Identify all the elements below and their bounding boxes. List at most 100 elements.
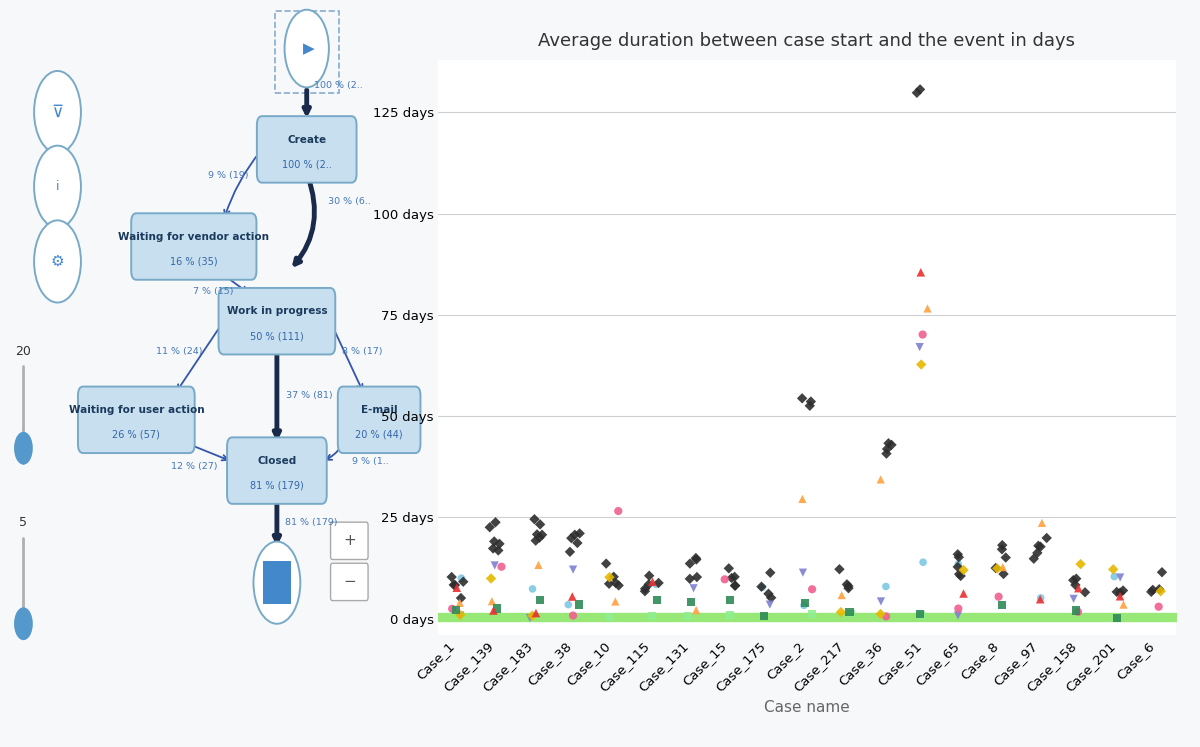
Point — [1028, 540, 1048, 552]
Point — [1150, 583, 1169, 595]
Point — [686, 552, 706, 564]
Point — [911, 84, 930, 96]
Point — [755, 610, 774, 622]
Text: 81 % (179): 81 % (179) — [284, 518, 337, 527]
Point — [678, 610, 697, 622]
Point — [484, 604, 503, 616]
Point — [725, 571, 744, 583]
Point — [482, 595, 502, 607]
Point — [1111, 586, 1130, 598]
Text: ⊽: ⊽ — [52, 103, 64, 121]
Text: 16 % (35): 16 % (35) — [170, 256, 217, 267]
Point — [490, 538, 509, 550]
Text: 50 % (111): 50 % (111) — [250, 331, 304, 341]
Point — [528, 528, 547, 540]
Point — [454, 576, 473, 588]
Point — [451, 592, 470, 604]
Point — [610, 580, 629, 592]
Point — [564, 610, 583, 622]
Point — [726, 580, 745, 592]
Point — [444, 579, 463, 591]
Circle shape — [284, 10, 329, 87]
Point — [1151, 585, 1170, 597]
X-axis label: Case name: Case name — [764, 699, 850, 715]
Bar — [275, 11, 338, 93]
Point — [451, 609, 470, 621]
Text: 11 % (24): 11 % (24) — [156, 347, 202, 356]
Text: 9 % (1..: 9 % (1.. — [353, 457, 389, 466]
Point — [485, 536, 504, 548]
Point — [911, 267, 930, 279]
Point — [1067, 604, 1086, 616]
Point — [492, 561, 511, 573]
Point — [1027, 547, 1046, 559]
FancyBboxPatch shape — [330, 522, 368, 560]
Point — [988, 562, 1007, 574]
Point — [949, 603, 968, 615]
Point — [530, 594, 550, 606]
Point — [1114, 598, 1133, 610]
Point — [1141, 586, 1160, 598]
Point — [952, 570, 971, 582]
Point — [688, 571, 707, 583]
Point — [1108, 586, 1127, 598]
Text: 7 % (15): 7 % (15) — [193, 287, 233, 296]
Point — [527, 607, 546, 619]
FancyBboxPatch shape — [263, 561, 290, 604]
Point — [648, 594, 667, 606]
Point — [1031, 592, 1050, 604]
Point — [949, 551, 968, 563]
Point — [992, 539, 1012, 551]
Point — [448, 582, 467, 594]
Legend: Assign, Closed, Create, Work in progress, Waiting for user action, E-mail, Modif: Assign, Closed, Create, Work in progress… — [473, 745, 1141, 747]
Text: 37 % (81): 37 % (81) — [286, 391, 332, 400]
Point — [722, 572, 742, 584]
Point — [794, 599, 814, 611]
Point — [762, 592, 781, 604]
Point — [871, 595, 890, 607]
Text: 20 % (44): 20 % (44) — [355, 430, 403, 440]
Point — [1152, 566, 1171, 578]
Point — [912, 359, 931, 371]
Point — [484, 542, 503, 554]
Point — [954, 588, 973, 600]
Point — [761, 567, 780, 579]
Point — [530, 532, 550, 544]
Point — [802, 396, 821, 408]
Point — [680, 557, 700, 569]
Point — [1064, 593, 1084, 605]
Text: −: − — [343, 574, 355, 589]
Point — [686, 604, 706, 616]
Point — [793, 567, 812, 579]
Circle shape — [34, 220, 80, 303]
Point — [758, 588, 778, 600]
Point — [1070, 558, 1090, 570]
Point — [839, 582, 858, 594]
Point — [752, 580, 772, 592]
Text: 8 % (17): 8 % (17) — [342, 347, 383, 356]
Point — [606, 577, 625, 589]
Point — [443, 603, 462, 615]
Point — [682, 596, 701, 608]
Text: Closed: Closed — [257, 456, 296, 466]
Point — [1024, 553, 1043, 565]
Point — [524, 513, 544, 525]
Point — [719, 562, 738, 574]
Text: 20: 20 — [16, 344, 31, 358]
Point — [949, 568, 968, 580]
Point — [600, 611, 619, 623]
Point — [800, 400, 820, 412]
Point — [442, 571, 461, 583]
Text: ▶: ▶ — [302, 41, 314, 56]
Point — [686, 554, 706, 565]
Point — [684, 583, 703, 595]
Point — [793, 493, 812, 505]
Point — [726, 580, 745, 592]
Point — [996, 551, 1015, 563]
Point — [715, 574, 734, 586]
Point — [570, 527, 589, 539]
Point — [949, 558, 968, 570]
Point — [1031, 541, 1050, 553]
Point — [606, 595, 625, 607]
Point — [523, 610, 542, 622]
